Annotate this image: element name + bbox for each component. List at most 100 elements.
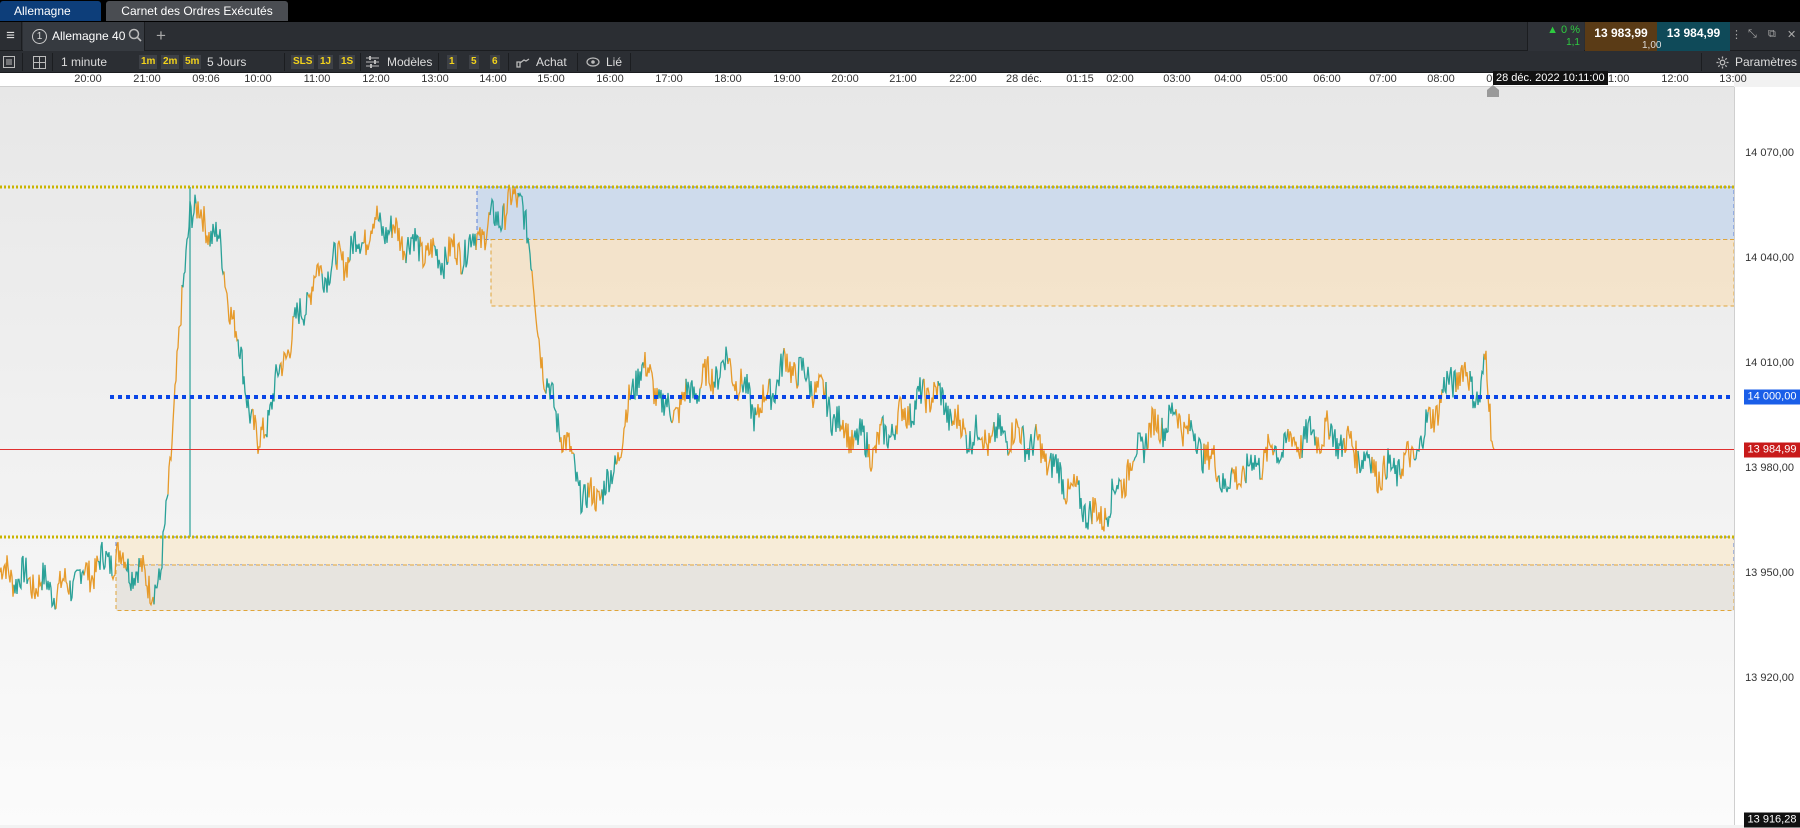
price-line-segment [433, 245, 449, 279]
time-tick-label: 17:00 [655, 73, 683, 85]
templates-icon[interactable] [366, 51, 379, 73]
drag-handle-icon[interactable]: ⋮ [1731, 29, 1742, 41]
price-line-segment [685, 378, 701, 404]
price-line-segment [69, 568, 85, 602]
price-line-segment [489, 197, 505, 234]
price-chart[interactable] [0, 87, 1734, 825]
price-line-segment [741, 373, 757, 432]
hamburger-menu-icon[interactable]: ≡ [0, 22, 22, 51]
buy-button[interactable]: Achat [536, 55, 567, 69]
time-tick-label: 28 déc. [1005, 73, 1043, 85]
time-tick-label: 20:00 [831, 73, 859, 85]
price-line-segment [1357, 449, 1373, 474]
sell-price-button[interactable]: 13 983,99 [1585, 22, 1657, 51]
ask-price: 13 984,99 [1666, 26, 1721, 40]
price-line-segment [1413, 409, 1429, 461]
price-axis[interactable]: 14 070,00 14 040,00 14 010,00 13 980,00 13 9… [1734, 87, 1800, 828]
price-line-segment [1301, 415, 1317, 458]
tab-allemagne-40[interactable]: Allemagne 40 [0, 1, 101, 38]
price-line-segment [937, 380, 953, 431]
add-tab-icon[interactable]: + [156, 26, 166, 45]
price-line-segment [1161, 402, 1177, 448]
price-line-segment [265, 364, 281, 438]
price-line-segment [895, 395, 911, 435]
price-line-segment [41, 562, 56, 610]
price-line-segment [1231, 465, 1247, 490]
cursor-pin-icon[interactable] [1487, 85, 1499, 97]
price-line-segment [769, 348, 785, 410]
chart-canvas[interactable] [0, 87, 1734, 825]
price-line-segment [1021, 424, 1037, 462]
price-line-segment [601, 455, 617, 505]
price-line-segment [713, 346, 729, 390]
price-line-segment [447, 233, 463, 275]
price-line-segment [461, 233, 477, 275]
price-line-segment [377, 212, 393, 245]
price-line-segment [909, 377, 925, 428]
buy-price-button[interactable]: 13 984,99 [1657, 22, 1730, 51]
price-line-segment [643, 351, 659, 406]
interval-select[interactable]: 1 minute [61, 55, 108, 69]
price-line-segment [1315, 410, 1331, 455]
interval-5m-button[interactable]: 5m [183, 55, 202, 69]
price-line-segment [1063, 473, 1079, 505]
instrument-name: Allemagne 40 [52, 29, 126, 43]
layout-icon[interactable] [33, 51, 46, 73]
cursor-time-tooltip: 28 déc. 2022 10:11:00 [1493, 71, 1608, 85]
price-line-segment [1189, 420, 1205, 474]
time-tick-label: 08:00 [1427, 73, 1455, 85]
price-line-segment [167, 284, 183, 495]
interval-1m-button[interactable]: 1m [139, 55, 158, 69]
buy-hand-icon[interactable] [516, 51, 530, 73]
price-line-segment [181, 194, 197, 288]
price-line-segment [1399, 440, 1415, 479]
settings-gear-icon[interactable] [1716, 51, 1729, 73]
range-1j-button[interactable]: 1J [318, 55, 334, 69]
price-line-segment [979, 422, 995, 456]
price-line-segment [251, 408, 267, 454]
price-line-segment [1245, 453, 1261, 484]
price-tick-label: 13 950,00 [1745, 567, 1794, 579]
close-icon[interactable]: ✕ [1787, 29, 1797, 41]
interval-2m-button[interactable]: 2m [161, 55, 180, 69]
chart-zone [490, 239, 1734, 307]
price-line-segment [55, 568, 71, 609]
search-icon[interactable] [128, 28, 142, 45]
list-icon[interactable] [3, 51, 15, 73]
change-box: ▲ 0 % 1,1 [1527, 22, 1584, 51]
time-tick-label: 06:00 [1313, 73, 1341, 85]
price-line-segment [1455, 361, 1471, 393]
range-1s-button[interactable]: 1S [339, 55, 356, 69]
price-line-segment [475, 212, 491, 251]
quick-5-button[interactable]: 5 [469, 55, 479, 69]
time-tick-label: 03:00 [1163, 73, 1191, 85]
price-line-segment [1371, 455, 1387, 494]
quick-1-button[interactable]: 1 [447, 55, 457, 69]
instrument-tab[interactable]: 1 Allemagne 40 [23, 22, 145, 51]
range-select[interactable]: 5 Jours [207, 55, 247, 69]
time-tick-label: 04:00 [1214, 73, 1242, 85]
price-line-segment [1427, 389, 1443, 433]
price-line-segment [783, 347, 799, 389]
change-percent: ▲ 0 % [1547, 24, 1580, 36]
price-line-segment [839, 419, 855, 454]
price-line-segment [881, 414, 897, 449]
time-tick-label: 01:15 [1066, 73, 1094, 85]
linked-toggle[interactable]: Lié [606, 55, 623, 69]
settings-button[interactable]: Paramètres [1735, 55, 1798, 69]
price-line-segment [629, 362, 645, 401]
quick-6-button[interactable]: 6 [490, 55, 500, 69]
tab-carnet-ordres[interactable]: Carnet des Ordres Exécutés [106, 1, 288, 21]
price-line-segment [545, 378, 561, 443]
range-sls-button[interactable]: SLS [291, 55, 315, 69]
popout-icon[interactable]: ⧉ [1768, 28, 1776, 40]
price-line-segment [1049, 452, 1065, 500]
change-value: 1,1 [1566, 37, 1580, 48]
low-price-tag: 13 916,28 [1744, 812, 1800, 828]
price-tick-label: 14 040,00 [1745, 252, 1794, 264]
link-eye-icon[interactable] [586, 51, 600, 73]
minimize-icon[interactable]: ⤡ [1748, 28, 1757, 40]
templates-menu[interactable]: Modèles [387, 55, 433, 69]
price-line-segment [573, 453, 589, 516]
current-price-tag: 13 984,99 [1744, 442, 1800, 458]
